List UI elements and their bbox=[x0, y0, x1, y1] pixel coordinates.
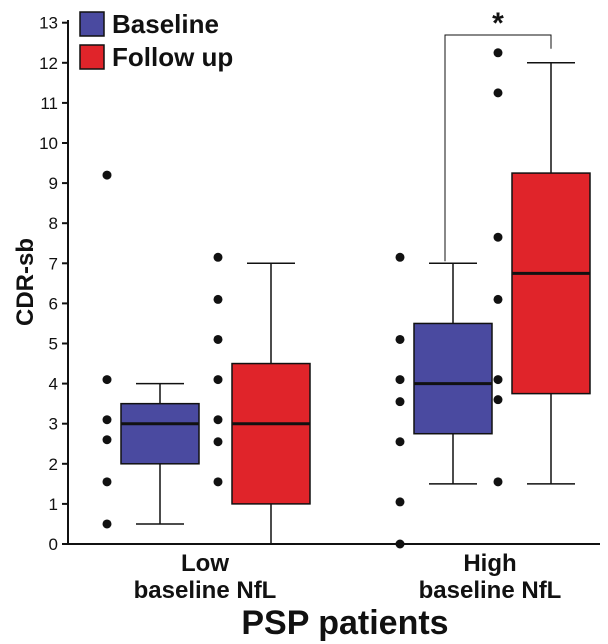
legend-swatch-follow-up bbox=[79, 44, 105, 70]
data-point bbox=[395, 497, 405, 507]
y-tick-label: 0 bbox=[49, 535, 58, 554]
y-tick-label: 11 bbox=[40, 94, 58, 113]
data-point bbox=[493, 48, 503, 58]
significance-star: * bbox=[492, 7, 504, 40]
y-tick-label: 13 bbox=[39, 14, 58, 33]
y-tick-label: 10 bbox=[39, 134, 58, 153]
y-tick-label: 3 bbox=[49, 415, 58, 434]
data-point bbox=[102, 375, 112, 385]
data-point bbox=[213, 375, 223, 385]
group-label-low-line1: Low bbox=[181, 550, 229, 577]
data-point bbox=[102, 519, 112, 529]
data-point bbox=[102, 170, 112, 180]
points-layer bbox=[102, 48, 503, 549]
data-point bbox=[395, 397, 405, 407]
data-point bbox=[395, 437, 405, 447]
box-iqr bbox=[413, 322, 493, 435]
data-point bbox=[493, 232, 503, 242]
legend-label-baseline: Baseline bbox=[112, 9, 219, 39]
data-point bbox=[395, 539, 405, 549]
legend-label-follow-up: Follow up bbox=[112, 42, 233, 72]
data-point bbox=[213, 334, 223, 344]
y-axis-title: CDR-sb bbox=[12, 238, 39, 326]
data-point bbox=[493, 375, 503, 385]
data-point bbox=[395, 252, 405, 262]
data-point bbox=[395, 375, 405, 385]
y-tick-label: 9 bbox=[49, 174, 58, 193]
y-tick-label: 6 bbox=[49, 294, 58, 313]
data-point bbox=[102, 477, 112, 487]
boxes-layer bbox=[120, 62, 591, 545]
y-tick-label: 4 bbox=[49, 375, 58, 394]
y-tick-label: 1 bbox=[49, 495, 58, 514]
data-point bbox=[213, 477, 223, 487]
legend-swatch-baseline bbox=[79, 11, 105, 37]
box-iqr bbox=[231, 362, 311, 505]
data-point bbox=[493, 88, 503, 98]
data-point bbox=[493, 294, 503, 304]
box-iqr bbox=[511, 172, 591, 395]
group-label-high-line2: baseline NfL bbox=[419, 577, 562, 604]
significance-bracket bbox=[444, 34, 552, 262]
data-point bbox=[213, 252, 223, 262]
significance-annotation: * bbox=[444, 7, 552, 262]
data-point bbox=[102, 415, 112, 425]
data-point bbox=[213, 437, 223, 447]
data-point bbox=[213, 294, 223, 304]
data-point bbox=[493, 477, 503, 487]
y-tick-label: 7 bbox=[49, 254, 58, 273]
data-point bbox=[395, 334, 405, 344]
data-point bbox=[213, 415, 223, 425]
group-label-low-line2: baseline NfL bbox=[134, 577, 277, 604]
y-tick-label: 12 bbox=[39, 54, 58, 73]
data-point bbox=[102, 435, 112, 445]
y-tick-label: 8 bbox=[49, 214, 58, 233]
y-tick-label: 5 bbox=[49, 335, 58, 354]
legend: Baseline Follow up bbox=[79, 9, 233, 72]
data-point bbox=[493, 395, 503, 405]
box-iqr bbox=[120, 402, 200, 465]
group-label-high-line1: High bbox=[463, 550, 516, 577]
x-axis-title: PSP patients bbox=[241, 604, 448, 642]
y-tick-label: 2 bbox=[49, 455, 58, 474]
